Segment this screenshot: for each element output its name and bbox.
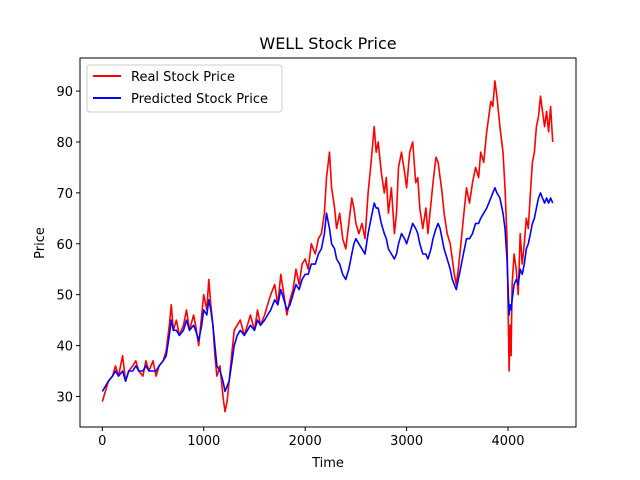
legend-label-real: Real Stock Price [131, 70, 235, 85]
x-tick-label: 4000 [491, 434, 524, 449]
y-axis-ticks: 30 40 50 60 70 80 90 [56, 85, 80, 405]
legend-box [86, 64, 283, 113]
y-tick-label: 90 [56, 85, 73, 100]
x-axis-label: Time [311, 456, 344, 471]
x-axis-ticks: 0 1000 2000 3000 4000 [98, 427, 525, 449]
y-tick-label: 40 [56, 340, 73, 355]
y-tick-label: 80 [56, 136, 73, 151]
y-tick-label: 60 [56, 238, 73, 253]
series-layer [101, 80, 554, 413]
legend: Real Stock Price Predicted Stock Price [86, 64, 283, 113]
x-tick-label: 1000 [187, 434, 220, 449]
x-tick-label: 0 [98, 434, 106, 449]
plot-frame [79, 57, 577, 428]
series-line-predicted-stock-price [101, 187, 554, 393]
y-tick-label: 50 [56, 289, 73, 304]
y-axis-label: Price [33, 227, 48, 259]
y-tick-label: 30 [56, 390, 73, 405]
series-line-real-stock-price [101, 80, 554, 413]
x-tick-label: 2000 [289, 434, 322, 449]
legend-label-predicted: Predicted Stock Price [131, 92, 268, 107]
x-tick-label: 3000 [390, 434, 423, 449]
chart-title: WELL Stock Price [259, 34, 396, 53]
y-tick-label: 70 [56, 187, 73, 202]
